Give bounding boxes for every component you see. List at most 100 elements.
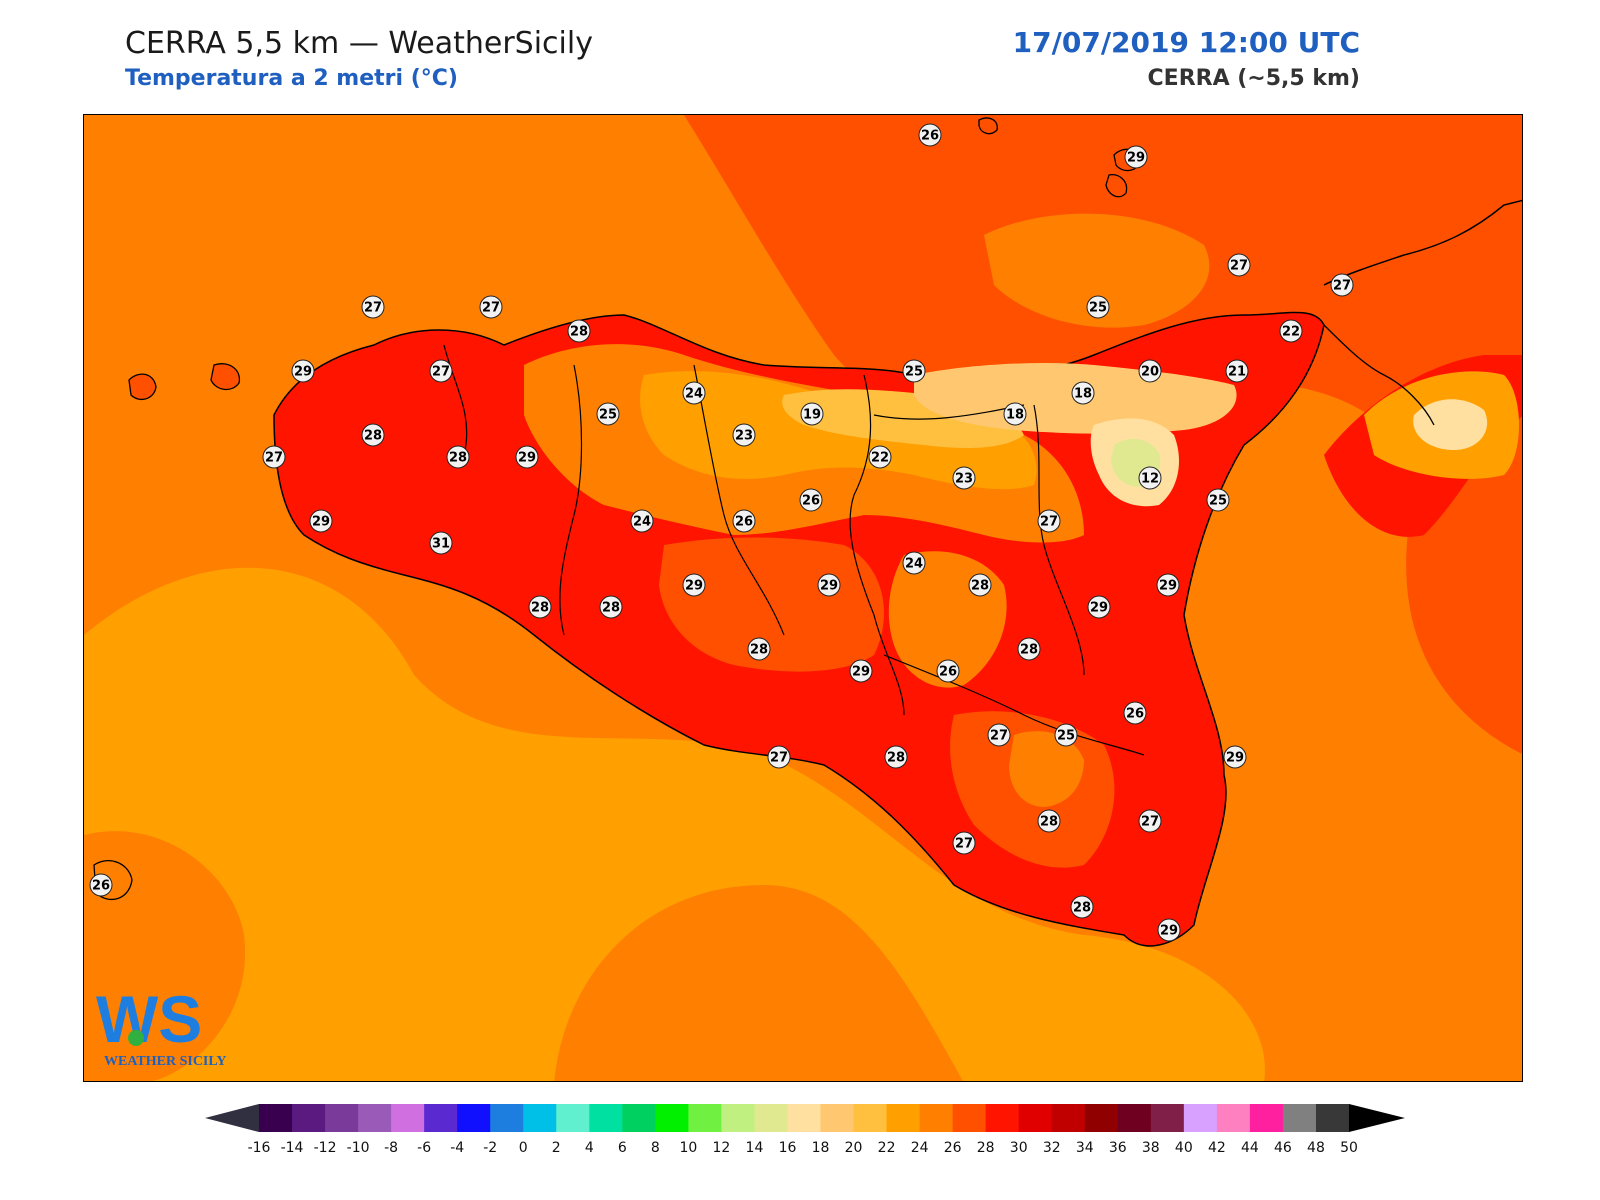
colorbar-bin	[1084, 1104, 1119, 1132]
station-value: 29	[1159, 579, 1177, 594]
colorbar-bin	[1249, 1104, 1284, 1132]
colorbar-tick-label: 20	[845, 1140, 863, 1156]
station-marker: 29	[515, 445, 539, 469]
station-value: 28	[887, 751, 905, 766]
station-marker: 27	[361, 295, 385, 319]
station-dot	[429, 359, 453, 383]
station-marker: 27	[1037, 509, 1061, 533]
station-value: 29	[1160, 924, 1178, 939]
station-value: 26	[735, 515, 753, 530]
station-value: 28	[364, 429, 382, 444]
colorbar-tick-label: 10	[679, 1140, 697, 1156]
station-dot	[89, 873, 113, 897]
station-value: 25	[905, 365, 923, 380]
station-marker: 26	[89, 873, 113, 897]
station-marker: 24	[902, 551, 926, 575]
station-value: 31	[432, 537, 450, 552]
station-dot	[567, 319, 591, 343]
station-dot	[429, 531, 453, 555]
station-dot	[868, 445, 892, 469]
colorbar-bin	[523, 1104, 557, 1132]
station-value: 28	[531, 601, 549, 616]
logo-letters: WS	[96, 982, 202, 1056]
station-value: 27	[432, 365, 450, 380]
colorbar-tick-label: -14	[281, 1140, 304, 1156]
colorbar-tick-label: -4	[450, 1140, 464, 1156]
colorbar-bin	[688, 1104, 722, 1132]
colorbar-bin	[424, 1104, 458, 1132]
station-marker: 27	[1227, 253, 1251, 277]
province-borders	[443, 344, 1145, 756]
station-marker: 26	[936, 659, 960, 683]
station-dot	[1225, 359, 1249, 383]
station-value: 28	[1020, 643, 1038, 658]
colorbar-bin	[655, 1104, 689, 1132]
station-marker: 28	[968, 573, 992, 597]
colorbar-bin	[820, 1104, 855, 1132]
colorbar-tick-label: 44	[1241, 1140, 1259, 1156]
colorbar-tick-label: 14	[746, 1140, 764, 1156]
temperature-map[interactable]: 26 29 27 27 27 28 27 25 22 29 27 25 24 25 18 20 21 28 19 18…	[83, 114, 1523, 1082]
colorbar-tick-label: -2	[483, 1140, 497, 1156]
station-value: 28	[449, 451, 467, 466]
station-marker: 29	[849, 659, 873, 683]
station-marker: 27	[479, 295, 503, 319]
station-dot	[952, 831, 976, 855]
station-value: 28	[1040, 815, 1058, 830]
station-marker: 21	[1225, 359, 1249, 383]
station-marker: 31	[429, 531, 453, 555]
station-marker: 28	[884, 745, 908, 769]
colorbar-tick-label: 6	[618, 1140, 627, 1156]
station-marker: 29	[309, 509, 333, 533]
station-marker: 27	[952, 831, 976, 855]
colorbar-bin	[292, 1104, 326, 1132]
colorbar-tick-label: 0	[519, 1140, 528, 1156]
station-dot	[1070, 895, 1094, 919]
station-value: 29	[820, 579, 838, 594]
station-value: 27	[364, 301, 382, 316]
colorbar-tick-label: 4	[585, 1140, 594, 1156]
station-value: 27	[482, 301, 500, 316]
station-marker: 25	[596, 402, 620, 426]
station-value: 22	[871, 451, 889, 466]
station-value: 29	[1127, 151, 1145, 166]
station-dot	[747, 637, 771, 661]
colorbar-tick-label: -6	[417, 1140, 431, 1156]
colorbar-tick-label: 26	[944, 1140, 962, 1156]
colorbar-tick-label: 2	[552, 1140, 561, 1156]
colorbar-bin	[1117, 1104, 1152, 1132]
station-dot	[968, 573, 992, 597]
station-marker: 26	[732, 509, 756, 533]
colorbar-tick-label: 40	[1175, 1140, 1193, 1156]
station-dot	[1138, 466, 1162, 490]
station-marker: 28	[361, 423, 385, 447]
station-marker: 26	[1123, 701, 1147, 725]
station-dot	[1279, 319, 1303, 343]
alicudi-island	[978, 117, 998, 135]
station-value: 23	[955, 472, 973, 487]
station-marker: 22	[1279, 319, 1303, 343]
station-dot	[630, 509, 654, 533]
station-dot	[1071, 381, 1095, 405]
station-dot	[1037, 509, 1061, 533]
station-dot	[1223, 745, 1247, 769]
station-dot	[682, 573, 706, 597]
colorbar-tick-label: -12	[314, 1140, 337, 1156]
colorbar-tick-label: 38	[1142, 1140, 1160, 1156]
station-dot	[918, 123, 942, 147]
colorbar-bin	[490, 1104, 524, 1132]
egadi-island	[128, 373, 157, 401]
colorbar-under-arrow	[205, 1104, 259, 1132]
station-value: 28	[570, 325, 588, 340]
colorbar-bin	[952, 1104, 987, 1132]
colorbar-bin	[1183, 1104, 1218, 1132]
station-marker: 23	[952, 466, 976, 490]
station-dot	[262, 445, 286, 469]
station-marker: 28	[599, 595, 623, 619]
station-value: 26	[92, 879, 110, 894]
station-dot	[952, 466, 976, 490]
station-marker: 29	[1087, 595, 1111, 619]
station-value: 29	[518, 451, 536, 466]
station-dot	[1156, 573, 1180, 597]
station-marker: 18	[1071, 381, 1095, 405]
